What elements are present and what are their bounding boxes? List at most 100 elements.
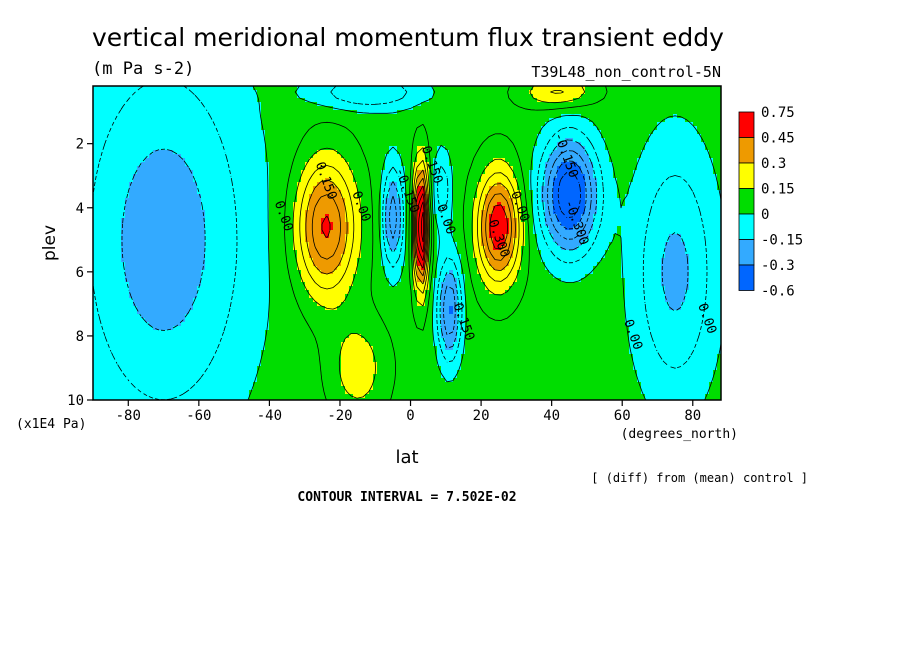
field-cell [673, 126, 678, 131]
field-cell [413, 126, 418, 131]
field-cell [497, 94, 502, 99]
field-cell [297, 90, 302, 95]
field-cell [165, 122, 170, 127]
field-cell [145, 206, 150, 211]
field-cell [329, 154, 334, 159]
field-cell [693, 114, 698, 119]
field-cell [689, 130, 694, 135]
field-cell [285, 90, 290, 95]
field-cell [629, 166, 634, 171]
field-cell [641, 182, 646, 187]
field-cell [157, 178, 162, 183]
field-cell [513, 154, 518, 159]
field-cell [241, 178, 246, 183]
field-cell [409, 126, 414, 131]
field-cell [669, 86, 674, 91]
field-cell [373, 138, 378, 143]
field-cell [693, 190, 698, 195]
field-cell [585, 146, 590, 151]
field-cell [513, 110, 518, 115]
field-cell [117, 126, 122, 131]
field-cell [245, 186, 250, 191]
field-cell [601, 134, 606, 139]
field-cell [521, 94, 526, 99]
field-cell [665, 106, 670, 111]
field-cell [241, 206, 246, 211]
field-cell [401, 118, 406, 123]
field-cell [221, 178, 226, 183]
field-cell [113, 154, 118, 159]
field-cell [477, 126, 482, 131]
field-cell [437, 114, 442, 119]
field-cell [473, 154, 478, 159]
field-cell [269, 106, 274, 111]
field-cell [657, 106, 662, 111]
field-cell [225, 126, 230, 131]
field-cell [473, 166, 478, 171]
field-cell [717, 102, 721, 107]
field-cell [101, 182, 106, 187]
field-cell [377, 150, 382, 155]
field-cell [441, 162, 446, 167]
field-cell [617, 182, 622, 187]
field-cell [113, 114, 118, 119]
field-cell [253, 94, 258, 99]
field-cell [193, 198, 198, 203]
field-cell [97, 122, 102, 127]
field-cell [717, 106, 721, 111]
field-cell [137, 98, 142, 103]
field-cell [205, 110, 210, 115]
field-cell [129, 106, 134, 111]
field-cell [189, 174, 194, 179]
field-cell [517, 118, 522, 123]
field-cell [329, 138, 334, 143]
field-cell [349, 114, 354, 119]
field-cell [377, 174, 382, 179]
field-cell [233, 202, 238, 207]
field-cell [437, 210, 442, 215]
field-cell [433, 106, 438, 111]
field-cell [453, 162, 458, 167]
field-cell [209, 154, 214, 159]
field-cell [273, 194, 278, 199]
field-cell [517, 98, 522, 103]
field-cell [517, 106, 522, 111]
field-cell [709, 178, 714, 183]
field-cell [253, 102, 258, 107]
field-cell [373, 134, 378, 139]
field-cell [101, 206, 106, 211]
field-cell [409, 142, 414, 147]
field-cell [341, 146, 346, 151]
field-cell [585, 122, 590, 127]
field-cell [533, 118, 538, 123]
field-cell [469, 134, 474, 139]
field-cell [393, 142, 398, 147]
field-cell [713, 154, 718, 159]
field-cell [325, 98, 330, 103]
field-cell [125, 178, 130, 183]
field-cell [281, 202, 286, 207]
field-cell [289, 198, 294, 203]
field-cell [425, 110, 430, 115]
field-cell [469, 190, 474, 195]
field-cell [673, 170, 678, 175]
field-cell [257, 110, 262, 115]
field-cell [493, 102, 498, 107]
field-cell [305, 186, 310, 191]
field-cell [489, 110, 494, 115]
field-cell [521, 90, 526, 95]
field-cell [357, 210, 362, 215]
field-cell [601, 130, 606, 135]
field-cell [97, 174, 102, 179]
field-cell [149, 154, 154, 159]
field-cell [149, 142, 154, 147]
field-cell [333, 86, 338, 91]
field-cell [393, 166, 398, 171]
field-cell [377, 90, 382, 95]
field-cell [677, 86, 682, 91]
field-cell [461, 98, 466, 103]
field-cell [185, 98, 190, 103]
field-cell [533, 178, 538, 183]
field-cell [345, 94, 350, 99]
field-cell [657, 202, 662, 207]
